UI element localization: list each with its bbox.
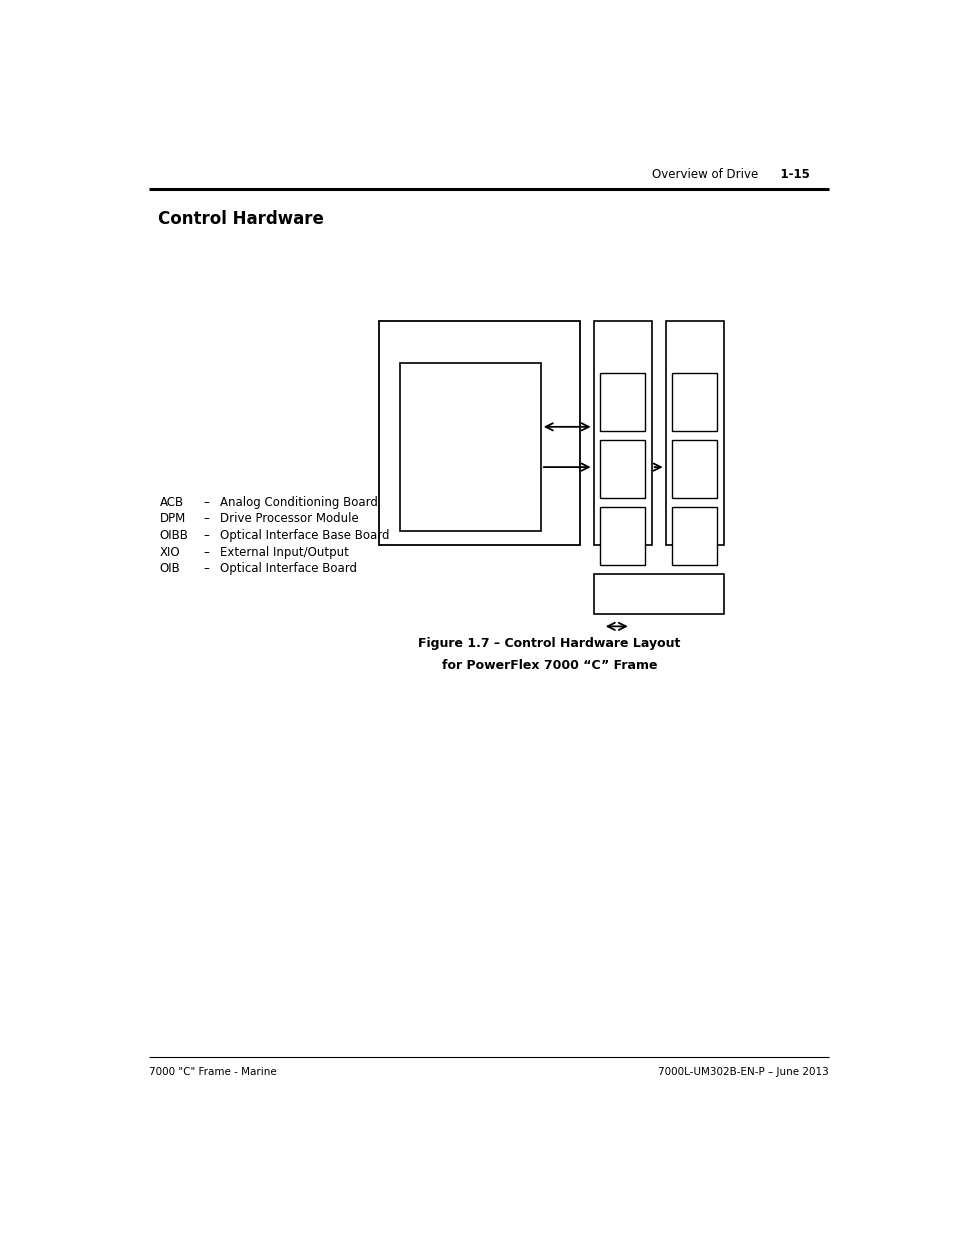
Text: XIO: XIO: [159, 546, 180, 558]
Text: Drive Processor Module: Drive Processor Module: [220, 513, 358, 525]
Text: –: –: [203, 513, 209, 525]
Text: ACB: ACB: [159, 496, 184, 509]
Text: Analog Conditioning Board: Analog Conditioning Board: [220, 496, 377, 509]
Text: OIB: OIB: [159, 562, 180, 576]
Text: External Input/Output: External Input/Output: [220, 546, 349, 558]
Bar: [593, 321, 651, 545]
Bar: [378, 321, 579, 545]
Bar: [399, 363, 540, 531]
Bar: [599, 508, 644, 564]
Text: –: –: [203, 546, 209, 558]
Text: OIBB: OIBB: [159, 529, 189, 542]
Text: 7000 "C" Frame - Marine: 7000 "C" Frame - Marine: [149, 1067, 276, 1077]
Text: 1-15: 1-15: [763, 168, 809, 182]
Bar: [671, 508, 716, 564]
Bar: [671, 373, 716, 431]
Text: –: –: [203, 562, 209, 576]
Text: Optical Interface Board: Optical Interface Board: [220, 562, 356, 576]
Text: for PowerFlex 7000 “C” Frame: for PowerFlex 7000 “C” Frame: [441, 658, 657, 672]
Bar: [599, 440, 644, 498]
Text: –: –: [203, 496, 209, 509]
Text: 7000L-UM302B-EN-P – June 2013: 7000L-UM302B-EN-P – June 2013: [658, 1067, 828, 1077]
Bar: [593, 574, 723, 614]
Text: Figure 1.7 – Control Hardware Layout: Figure 1.7 – Control Hardware Layout: [417, 637, 679, 650]
Bar: [599, 373, 644, 431]
Text: Optical Interface Base Board: Optical Interface Base Board: [220, 529, 389, 542]
Text: Overview of Drive: Overview of Drive: [652, 168, 758, 182]
Text: DPM: DPM: [159, 513, 186, 525]
Bar: [671, 440, 716, 498]
Text: Control Hardware: Control Hardware: [158, 210, 323, 227]
Bar: [665, 321, 723, 545]
Text: –: –: [203, 529, 209, 542]
